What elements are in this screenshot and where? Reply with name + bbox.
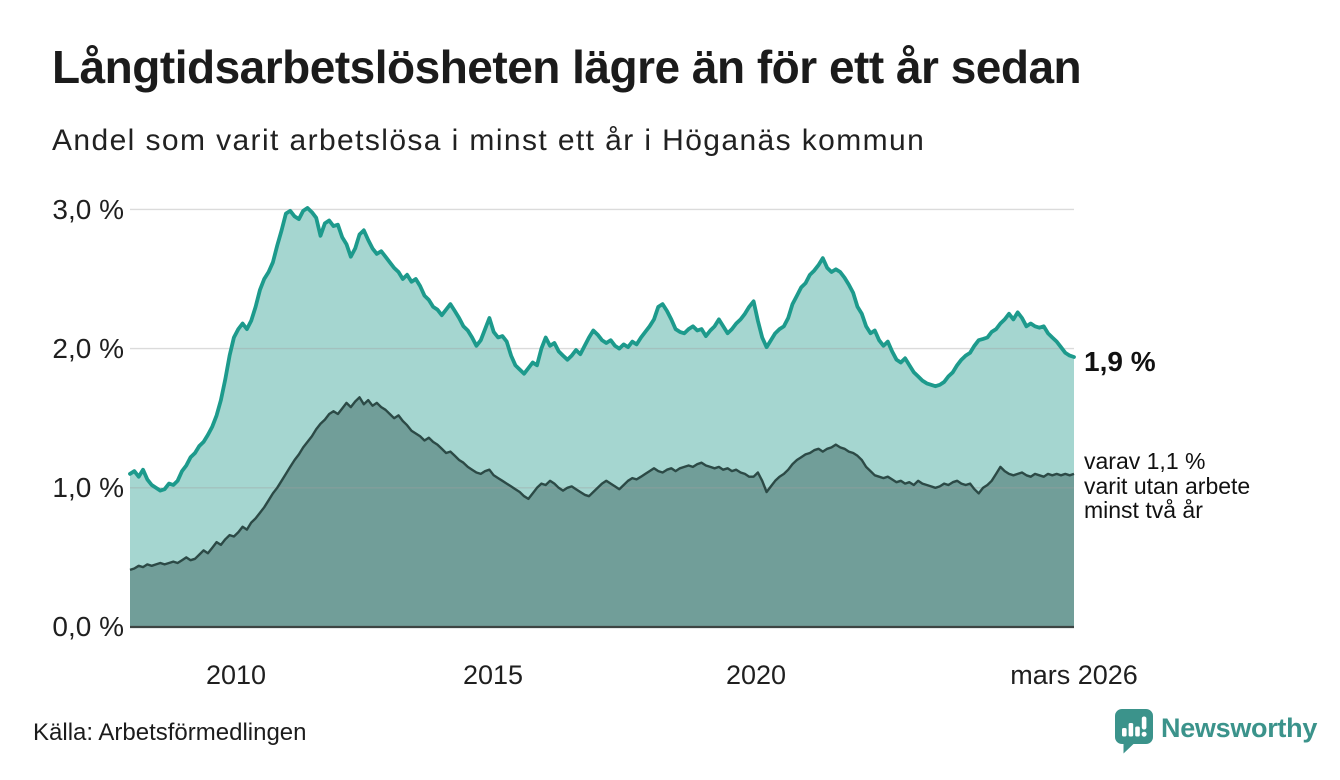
line-one-year — [128, 206, 1076, 493]
newsworthy-wordmark: Newsworthy — [1161, 713, 1318, 743]
secondary-annotation-line3: minst två år — [1084, 497, 1203, 523]
y-tick-2: 2,0 % — [52, 333, 124, 364]
newsworthy-bubble-icon — [1115, 709, 1153, 754]
y-tick-0: 0,0 % — [52, 611, 124, 642]
x-tick-mars-2026: mars 2026 — [1010, 660, 1138, 690]
x-tick-2010: 2010 — [205, 660, 267, 690]
secondary-annotation: varav 1,1 % varit utan arbete minst två … — [1084, 449, 1250, 523]
newsworthy-logo: Newsworthy — [1114, 708, 1317, 756]
x-tick-2020: 2020 — [725, 660, 787, 690]
secondary-annotation-line2: varit utan arbete — [1084, 472, 1251, 499]
x-tick-2015: 2015 — [462, 660, 524, 690]
secondary-annotation-line1: varav 1,1 % — [1084, 448, 1206, 474]
source-label: Källa: Arbetsförmedlingen — [33, 719, 307, 746]
y-tick-1: 1,0 % — [52, 472, 124, 503]
page-subtitle: Andel som varit arbetslösa i minst ett å… — [52, 124, 926, 157]
y-tick-3: 3,0 % — [52, 194, 124, 225]
area-fill-two-years — [130, 397, 1074, 627]
latest-value-label: 1,9 % — [1084, 346, 1156, 377]
line-two-years — [129, 396, 1075, 572]
page-title: Långtidsarbetslösheten lägre än för ett … — [52, 41, 1082, 93]
